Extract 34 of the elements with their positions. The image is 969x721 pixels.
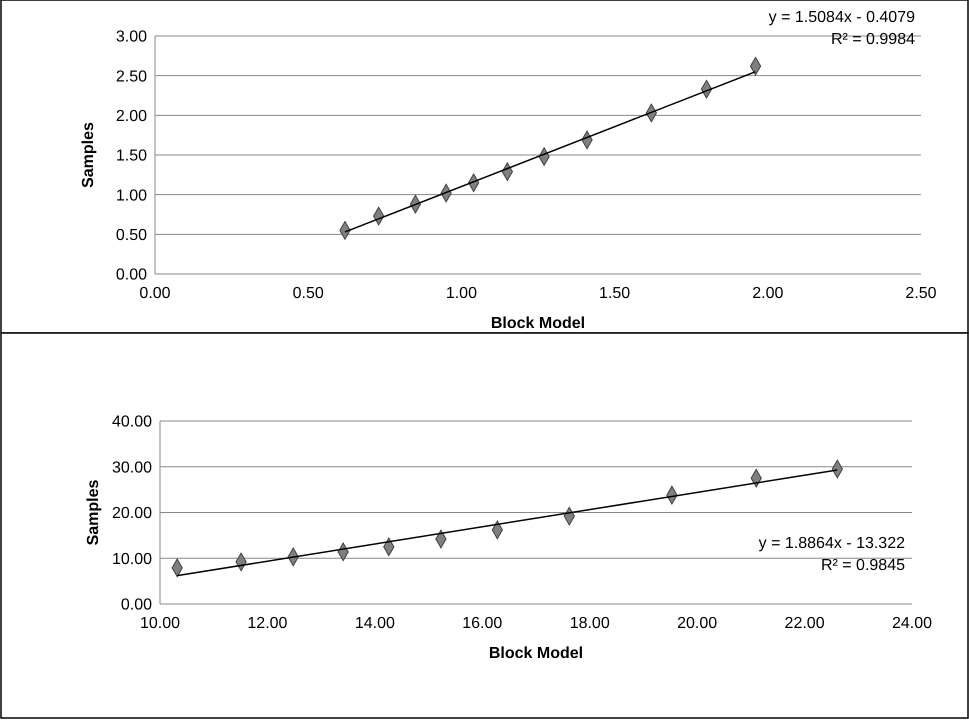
annotation: y = 1.8864x - 13.322 — [758, 535, 906, 552]
y-tick-label: 3.00 — [116, 28, 148, 46]
x-tick-label: 24.00 — [892, 615, 932, 632]
y-tick-label: 20.00 — [112, 505, 152, 522]
x-tick-label: 18.00 — [570, 615, 610, 632]
x-tick-label: 20.00 — [677, 615, 718, 632]
y-tick-label: 10.00 — [112, 550, 152, 568]
y-tick-label: 0.00 — [116, 266, 148, 284]
annotation: R² = 0.9984 — [830, 31, 916, 48]
x-tick-label: 1.00 — [446, 285, 478, 302]
x-tick-label: 16.00 — [462, 615, 502, 632]
y-tick-label: 2.00 — [116, 108, 148, 125]
x-tick-label: 12.00 — [247, 615, 288, 632]
y-tick-label: 30.00 — [112, 459, 152, 476]
y-tick-label: 40.00 — [112, 414, 152, 431]
x-axis-title: Block Model — [490, 315, 586, 332]
x-tick-label: 0.50 — [292, 285, 324, 302]
x-tick-label: 10.00 — [140, 615, 180, 632]
y-axis-title: Samples — [80, 122, 97, 188]
x-axis-title: Block Model — [488, 645, 584, 662]
annotation: R² = 0.9845 — [820, 557, 906, 574]
x-tick-label: 14.00 — [354, 615, 395, 632]
x-tick-label: 2.50 — [905, 285, 937, 302]
y-tick-label: 1.00 — [116, 187, 148, 204]
y-tick-label: 0.00 — [120, 596, 152, 614]
text: y = 1.5084x - 0.4079 — [768, 9, 916, 26]
y-tick-label: 2.50 — [116, 68, 148, 86]
x-tick-label: 1.50 — [599, 285, 630, 302]
y-tick-label: 0.50 — [116, 226, 148, 244]
y-tick-label: 1.50 — [116, 148, 148, 165]
x-tick-label: 0.00 — [139, 285, 171, 302]
x-tick-label: 2.00 — [752, 285, 784, 302]
y-axis-title: Samples — [85, 479, 102, 546]
x-tick-label: 22.00 — [784, 615, 825, 632]
